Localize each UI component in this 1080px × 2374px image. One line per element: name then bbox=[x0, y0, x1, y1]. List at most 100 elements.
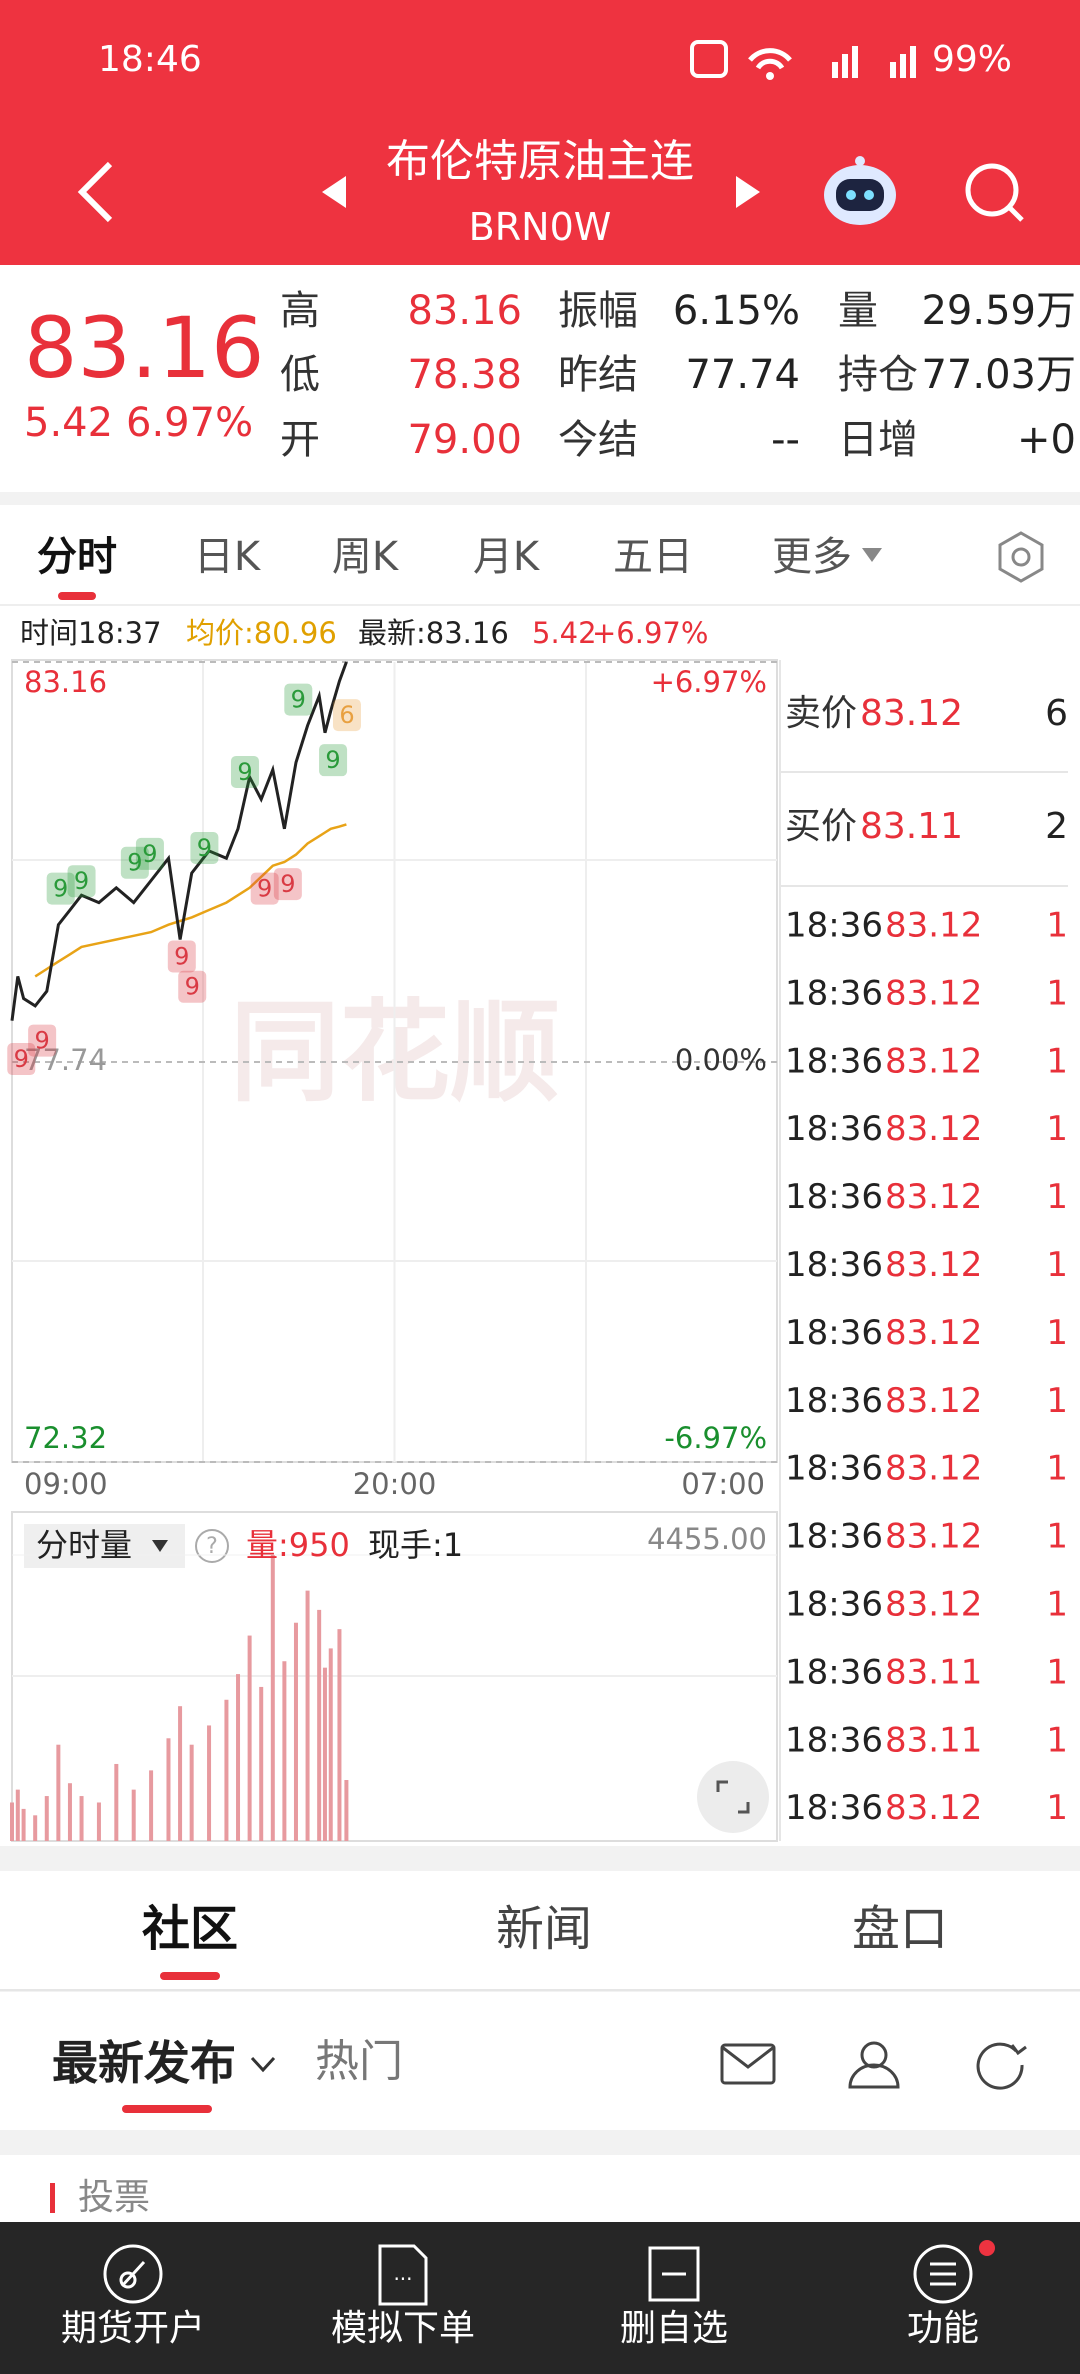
nav-item[interactable]: 模拟下单 bbox=[330, 2308, 475, 2349]
chart-tab[interactable]: 日K bbox=[193, 534, 261, 580]
trade-qty: 1 bbox=[1046, 1313, 1068, 1353]
community-tabs bbox=[0, 1871, 1080, 1991]
status-time: 18:46 bbox=[98, 39, 202, 80]
volume-bar bbox=[44, 1796, 49, 1841]
signal-label: 9 bbox=[142, 840, 157, 868]
card-marker bbox=[50, 2183, 55, 2213]
community-tab[interactable]: 盘口 bbox=[851, 1901, 948, 1957]
dropdown-arrow bbox=[862, 548, 882, 562]
feed-subtab[interactable]: 热门 bbox=[315, 2036, 403, 2087]
signal-label: 9 bbox=[174, 942, 189, 970]
x-tick-label: 20:00 bbox=[353, 1467, 437, 1501]
trade-time: 18:36 bbox=[785, 1109, 883, 1149]
stat-value: -- bbox=[771, 417, 800, 463]
pct-label: +6.97% bbox=[651, 665, 767, 699]
trade-qty: 1 bbox=[1046, 1109, 1068, 1149]
feed-actions[interactable] bbox=[720, 2035, 1040, 2095]
contract-code: BRN0W bbox=[468, 205, 612, 249]
volume-bar bbox=[67, 1783, 72, 1841]
trade-qty: 1 bbox=[1046, 1585, 1068, 1625]
stat-value: 83.16 bbox=[407, 288, 522, 334]
chart-tab[interactable]: 月K bbox=[472, 534, 540, 580]
nav-item[interactable]: 期货开户 bbox=[60, 2308, 205, 2349]
stat-label: 持仓 bbox=[838, 352, 918, 398]
book-price: 83.12 bbox=[860, 693, 963, 734]
last-price: 83.16 bbox=[24, 299, 265, 397]
stat-value: 78.38 bbox=[407, 352, 522, 398]
volume-bar bbox=[166, 1738, 171, 1841]
book-qty: 6 bbox=[1045, 693, 1068, 734]
volume-bar bbox=[247, 1635, 252, 1841]
signal-label: 9 bbox=[14, 1045, 29, 1073]
section-gap bbox=[0, 1846, 1080, 1871]
trade-time: 18:36 bbox=[785, 1177, 883, 1217]
svg-text:···: ··· bbox=[393, 2267, 412, 2291]
volume-bar bbox=[293, 1622, 298, 1841]
pct-label: 0.00% bbox=[675, 1043, 767, 1077]
help-icon[interactable] bbox=[195, 1529, 229, 1563]
header-bar bbox=[0, 0, 1080, 265]
signal-badge bbox=[67, 865, 96, 898]
info-avg: 均价:80.96 bbox=[186, 616, 337, 650]
signal-label: 9 bbox=[74, 867, 89, 895]
volume-bar bbox=[10, 1802, 14, 1841]
dropdown-arrow[interactable] bbox=[248, 2050, 278, 2080]
community-tab[interactable]: 社区 bbox=[141, 1901, 238, 1957]
volume-bar bbox=[149, 1770, 154, 1841]
chart-tab[interactable]: 五日 bbox=[613, 534, 693, 580]
assistant-button[interactable] bbox=[820, 155, 900, 231]
volume-bar bbox=[236, 1674, 241, 1841]
info-time: 时间18:37 bbox=[20, 616, 162, 650]
prev-contract[interactable] bbox=[318, 174, 350, 210]
expand-button[interactable] bbox=[697, 1761, 769, 1833]
book-qty: 2 bbox=[1045, 806, 1068, 847]
price-change: 5.42 bbox=[24, 400, 114, 446]
settings-button[interactable] bbox=[994, 530, 1048, 584]
signal-label: 9 bbox=[237, 758, 252, 786]
signal-badge bbox=[167, 940, 196, 973]
tab-indicator bbox=[58, 592, 96, 600]
volume-bar bbox=[131, 1789, 136, 1841]
book-price: 83.11 bbox=[860, 806, 963, 847]
y-tick-label: 77.74 bbox=[24, 1043, 107, 1077]
volume-bar bbox=[224, 1699, 229, 1841]
signal-label: 9 bbox=[325, 746, 340, 774]
trade-time: 18:36 bbox=[785, 906, 883, 946]
search-button[interactable] bbox=[960, 158, 1030, 228]
stat-label: 量 bbox=[838, 288, 878, 334]
trade-time: 18:36 bbox=[785, 1449, 883, 1489]
community-tab[interactable]: 新闻 bbox=[495, 1901, 592, 1957]
stat-label: 振幅 bbox=[558, 288, 638, 334]
volume-bar bbox=[270, 1555, 275, 1841]
trade-price: 83.12 bbox=[885, 1788, 982, 1828]
signal-badge bbox=[120, 846, 149, 879]
info-change: 5.42 bbox=[532, 616, 597, 650]
feed-subtab[interactable]: 最新发布 bbox=[52, 2036, 236, 2090]
price-line bbox=[10, 661, 348, 1021]
trade-time: 18:36 bbox=[785, 1517, 883, 1557]
signal-label: 9 bbox=[257, 875, 272, 903]
trade-qty: 1 bbox=[1046, 973, 1068, 1013]
trade-qty: 1 bbox=[1046, 1788, 1068, 1828]
signal-badge bbox=[190, 831, 219, 864]
volume-bar bbox=[33, 1815, 38, 1841]
trade-price: 83.11 bbox=[885, 1652, 982, 1692]
price-change-pct: 6.97% bbox=[126, 400, 254, 446]
chart-tab[interactable]: 更多 bbox=[772, 534, 852, 580]
signal-badge bbox=[178, 970, 207, 1003]
back-button[interactable] bbox=[70, 160, 120, 224]
card-title: 投票 bbox=[78, 2177, 151, 2218]
nav-item[interactable]: 删自选 bbox=[619, 2308, 728, 2349]
signal-badge bbox=[28, 1024, 57, 1057]
quote-panel bbox=[0, 265, 1080, 492]
next-contract[interactable] bbox=[732, 174, 764, 210]
volume-bar bbox=[189, 1744, 194, 1841]
x-tick-label: 09:00 bbox=[24, 1467, 108, 1501]
nav-item[interactable]: 功能 bbox=[906, 2308, 979, 2349]
stat-value: 79.00 bbox=[407, 417, 522, 463]
chart-tab[interactable]: 分时 bbox=[37, 534, 117, 580]
signal-badge bbox=[319, 744, 348, 777]
trade-price: 83.12 bbox=[885, 1585, 982, 1625]
chart-tab[interactable]: 周K bbox=[331, 534, 399, 580]
